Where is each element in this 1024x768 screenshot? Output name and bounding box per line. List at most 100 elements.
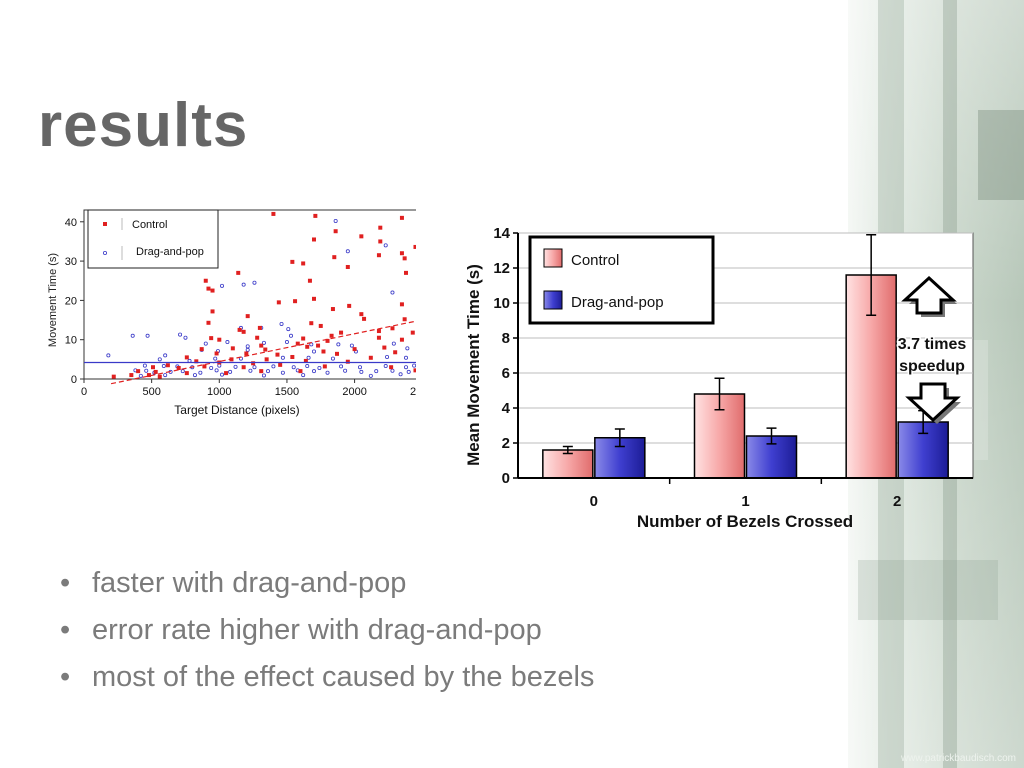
scatter-point-dragpop bbox=[288, 333, 293, 338]
bullet-text: most of the effect caused by the bezels bbox=[92, 661, 595, 693]
scatter-point-control bbox=[345, 264, 350, 269]
scatter-point-control bbox=[399, 302, 404, 307]
scatter-point-control bbox=[194, 359, 199, 364]
scatter-chart: 0 500 1000 1500 2000 2500 0 10 20 30 40 Movement … bbox=[47, 209, 416, 417]
scatter-point-dragpop bbox=[403, 355, 408, 360]
scatter-point-dragpop bbox=[198, 370, 203, 375]
scatter-trend-control bbox=[110, 320, 416, 385]
scatter-point-control bbox=[410, 330, 415, 335]
scatter-point-control bbox=[393, 350, 398, 355]
scatter-point-dragpop bbox=[145, 333, 150, 338]
bar-y-tick-label: 0 bbox=[502, 470, 510, 487]
scatter-legend: Control Drag-and-pop bbox=[87, 209, 219, 269]
scatter-point-control bbox=[157, 374, 162, 379]
scatter-point-dragpop bbox=[325, 370, 330, 375]
scatter-point-dragpop bbox=[280, 355, 285, 360]
scatter-point-control bbox=[413, 368, 416, 373]
footer-url: www.patrickbaudisch.com bbox=[900, 753, 1016, 764]
scatter-point-dragpop bbox=[311, 349, 316, 354]
scatter-point-control bbox=[199, 347, 204, 352]
scatter-legend-dragpop-label: Drag-and-pop bbox=[136, 246, 204, 258]
scatter-point-dragpop bbox=[214, 368, 219, 373]
scatter-point-control bbox=[278, 362, 283, 367]
scatter-point-dragpop bbox=[144, 368, 149, 373]
scatter-point-dragpop bbox=[225, 340, 230, 345]
scatter-point-dragpop bbox=[228, 369, 233, 374]
scatter-point-dragpop bbox=[209, 365, 214, 370]
scatter-point-control bbox=[298, 369, 303, 374]
scatter-point-control bbox=[312, 296, 316, 301]
scatter-point-dragpop bbox=[219, 283, 224, 288]
scatter-point-control bbox=[376, 253, 381, 258]
scatter-point-control bbox=[333, 229, 338, 234]
scatter-point-dragpop bbox=[183, 335, 188, 340]
bar-legend: Control Drag-and-pop bbox=[528, 235, 715, 325]
scatter-point-control bbox=[203, 278, 208, 283]
scatter-point-control bbox=[378, 239, 383, 244]
bar-legend-control-swatch bbox=[543, 248, 563, 268]
scatter-point-control bbox=[264, 357, 269, 362]
scatter-point-dragpop bbox=[359, 369, 364, 374]
scatter-point-control bbox=[184, 355, 189, 360]
scatter-point-dragpop bbox=[403, 365, 408, 370]
scatter-point-control bbox=[224, 371, 229, 376]
scatter-point-dragpop bbox=[203, 341, 208, 346]
scatter-point-control bbox=[259, 369, 264, 374]
scatter-point-control bbox=[329, 333, 334, 338]
scatter-point-control bbox=[402, 317, 407, 322]
scatter-point-dragpop bbox=[161, 364, 166, 369]
scatter-point-dragpop bbox=[248, 368, 253, 373]
scatter-point-dragpop bbox=[280, 370, 285, 375]
scatter-point-control bbox=[293, 299, 298, 304]
speedup-annotation-line2: speedup bbox=[899, 358, 965, 375]
scatter-x-tick-label: 500 bbox=[142, 386, 160, 398]
scatter-point-control bbox=[382, 345, 387, 350]
scatter-point-control bbox=[151, 365, 155, 370]
scatter-point-dragpop bbox=[345, 249, 350, 254]
scatter-point-control bbox=[413, 244, 416, 249]
scatter-point-control bbox=[359, 312, 364, 317]
scatter-point-control bbox=[399, 251, 404, 256]
scatter-point-control bbox=[309, 321, 314, 326]
scatter-point-control bbox=[389, 365, 394, 370]
scatter-point-control bbox=[362, 316, 367, 321]
scatter-point-dragpop bbox=[368, 373, 373, 378]
bar-y-tick-label: 6 bbox=[502, 365, 510, 382]
scatter-point-control bbox=[368, 355, 373, 360]
scatter-point-control bbox=[214, 351, 219, 356]
scatter-point-control bbox=[290, 259, 295, 264]
bar-y-tick-label: 8 bbox=[502, 330, 510, 347]
scatter-point-control bbox=[295, 341, 300, 346]
speedup-down-arrow-icon bbox=[905, 382, 961, 424]
scatter-point-control bbox=[165, 363, 170, 368]
bar-x-tick-label: 1 bbox=[741, 493, 749, 510]
scatter-point-control bbox=[244, 351, 249, 356]
scatter-x-tick-label: 2500 bbox=[410, 386, 416, 398]
scatter-point-control bbox=[376, 335, 381, 340]
scatter-point-dragpop bbox=[385, 354, 390, 359]
bar-y-axis-label: Mean Movement Time (s) bbox=[464, 264, 483, 466]
scatter-point-dragpop bbox=[219, 372, 224, 377]
bullet-list: • faster with drag-and-pop • error rate hi… bbox=[60, 560, 594, 701]
scatter-point-control bbox=[347, 303, 352, 308]
scatter-point-control bbox=[307, 278, 312, 283]
bullet-item: • most of the effect caused by the bezels bbox=[60, 661, 595, 693]
scatter-x-axis-label: Target Distance (pixels) bbox=[174, 403, 299, 417]
scatter-point-control bbox=[202, 364, 207, 369]
bullet-item: • error rate higher with drag-and-pop bbox=[60, 614, 542, 646]
scatter-y-tick-label: 40 bbox=[65, 217, 77, 229]
scatter-point-control bbox=[390, 326, 395, 331]
scatter-point-control bbox=[305, 344, 310, 349]
scatter-point-control bbox=[111, 374, 116, 379]
scatter-point-control bbox=[313, 213, 318, 218]
scatter-point-dragpop bbox=[163, 373, 168, 378]
scatter-point-control bbox=[345, 359, 350, 364]
scatter-point-control bbox=[275, 352, 280, 357]
scatter-point-dragpop bbox=[383, 364, 388, 369]
scatter-point-control bbox=[330, 307, 335, 312]
scatter-point-control bbox=[318, 323, 323, 328]
bar-x-tick-label: 2 bbox=[893, 493, 901, 510]
scatter-point-dragpop bbox=[271, 364, 276, 369]
bullet-text: error rate higher with drag-and-pop bbox=[92, 614, 542, 646]
scatter-y-tick-label: 30 bbox=[65, 256, 77, 268]
